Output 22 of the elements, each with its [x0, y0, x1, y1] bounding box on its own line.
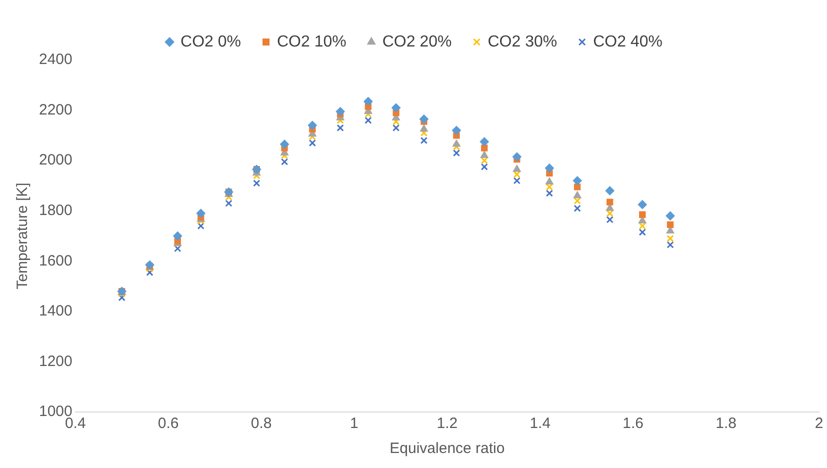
x-tick-label: 1.6 — [622, 415, 644, 432]
y-tick-label: 1400 — [38, 302, 72, 320]
y-tick-label: 1200 — [38, 352, 72, 370]
y-tick-label: 2400 — [38, 51, 72, 68]
legend-label: CO2 0% — [180, 33, 241, 50]
x-tick-label: 1.2 — [436, 415, 458, 432]
legend-label: CO2 40% — [593, 33, 662, 50]
y-tick-label: 1600 — [38, 252, 72, 270]
x-tick-label: 1 — [350, 415, 358, 432]
legend-label: CO2 30% — [488, 33, 558, 50]
x-tick-label: 0.6 — [158, 415, 179, 432]
y-tick-label: 1800 — [38, 202, 72, 219]
legend-label: CO2 20% — [382, 33, 452, 50]
y-tick-label: 2000 — [38, 152, 72, 169]
legend-label: CO2 10% — [277, 33, 346, 50]
y-tick-label: 2200 — [38, 101, 72, 118]
y-axis-title: Temperature [K] — [14, 182, 32, 290]
x-tick-label: 2 — [814, 415, 824, 432]
x-tick-label: 1.4 — [530, 415, 551, 432]
x-tick-label: 1.8 — [716, 415, 736, 432]
x-axis-title: Equivalence ratio — [390, 440, 505, 458]
x-tick-label: 0.8 — [250, 415, 272, 432]
